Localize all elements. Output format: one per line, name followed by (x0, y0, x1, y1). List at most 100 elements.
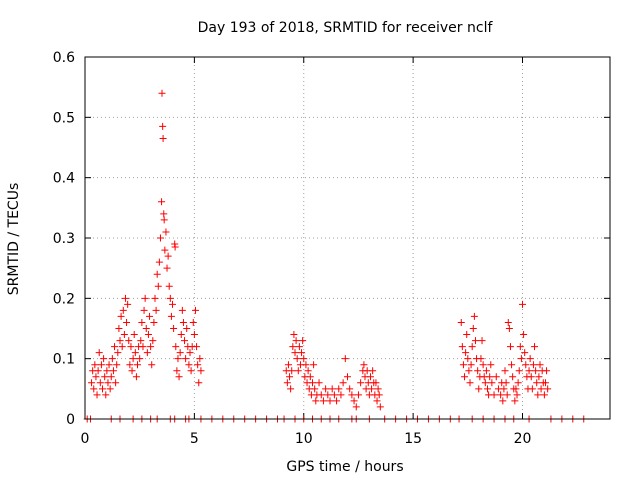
data-point (315, 379, 323, 387)
data-point (99, 385, 106, 393)
data-point (193, 343, 201, 351)
data-point (492, 373, 500, 381)
data-point (341, 355, 349, 363)
data-point (533, 379, 541, 387)
data-point (292, 337, 300, 345)
data-point (354, 391, 362, 399)
data-point (525, 367, 533, 375)
data-point (465, 367, 473, 375)
data-point (376, 403, 384, 411)
data-point (147, 343, 155, 351)
data-point (92, 373, 100, 381)
data-point (143, 349, 151, 357)
data-point (182, 355, 190, 363)
data-point (505, 325, 513, 332)
data-point (299, 337, 307, 345)
data-point (172, 343, 180, 351)
y-tick-label: 0 (66, 412, 75, 428)
data-point (469, 325, 477, 332)
data-point (194, 361, 202, 369)
data-point (317, 391, 325, 399)
data-point (196, 355, 204, 363)
data-point (484, 385, 491, 393)
data-point (125, 337, 133, 345)
data-point (310, 361, 318, 369)
data-point (500, 385, 508, 393)
data-point (140, 306, 148, 314)
data-point (328, 385, 336, 393)
data-point (167, 312, 175, 320)
data-point (522, 361, 530, 369)
data-point (123, 318, 131, 326)
data-point (187, 367, 195, 375)
data-point (509, 373, 517, 381)
data-point (104, 379, 112, 387)
data-point (107, 373, 115, 381)
data-point (526, 355, 534, 363)
data-point (166, 294, 174, 302)
data-point (531, 343, 539, 351)
data-point (111, 343, 119, 351)
data-point (515, 367, 523, 375)
data-point (346, 385, 354, 393)
data-point (544, 385, 552, 393)
data-point (535, 373, 543, 381)
y-axis-label: SRMTID / TECUs (6, 183, 22, 296)
data-point (335, 385, 343, 393)
data-point (306, 373, 314, 381)
data-point (100, 355, 108, 363)
data-point (159, 122, 167, 130)
data-point (191, 306, 199, 314)
data-point (181, 337, 189, 345)
data-point (90, 385, 98, 393)
data-point (284, 361, 292, 369)
data-point (105, 361, 113, 369)
data-point (513, 391, 521, 399)
data-point (479, 361, 487, 369)
y-tick-label: 0.2 (53, 291, 75, 307)
x-tick-label: 0 (81, 431, 90, 447)
y-tick-label: 0.1 (53, 352, 75, 368)
data-point (185, 361, 193, 369)
data-point (116, 337, 124, 345)
data-point (287, 385, 295, 393)
data-point (503, 391, 511, 399)
data-point (137, 337, 145, 345)
data-point (289, 343, 297, 351)
data-point (129, 355, 137, 363)
data-point (360, 361, 368, 369)
data-point (536, 361, 544, 369)
data-point (150, 318, 158, 326)
data-point (101, 373, 109, 381)
data-point (508, 361, 516, 369)
data-point (291, 349, 299, 357)
data-point (302, 361, 310, 369)
data-point (517, 355, 525, 363)
data-point (114, 349, 122, 357)
data-point (286, 373, 294, 381)
data-point (511, 397, 519, 405)
data-point (117, 312, 125, 320)
data-point (368, 385, 376, 393)
data-point (324, 391, 332, 399)
data-point (102, 391, 110, 399)
data-point (109, 367, 117, 375)
data-point (482, 367, 490, 375)
data-point (290, 331, 298, 339)
data-point (357, 379, 365, 387)
data-point (504, 318, 512, 326)
data-point (293, 355, 301, 363)
data-point (162, 228, 170, 236)
data-point (118, 343, 126, 351)
data-point (337, 391, 345, 399)
data-point (177, 331, 185, 339)
data-point (514, 379, 522, 387)
data-point (148, 361, 156, 369)
data-point (497, 391, 505, 399)
data-point (466, 379, 474, 387)
data-point (295, 343, 303, 351)
data-point (197, 367, 205, 375)
data-point (309, 379, 316, 387)
data-point (189, 318, 197, 326)
